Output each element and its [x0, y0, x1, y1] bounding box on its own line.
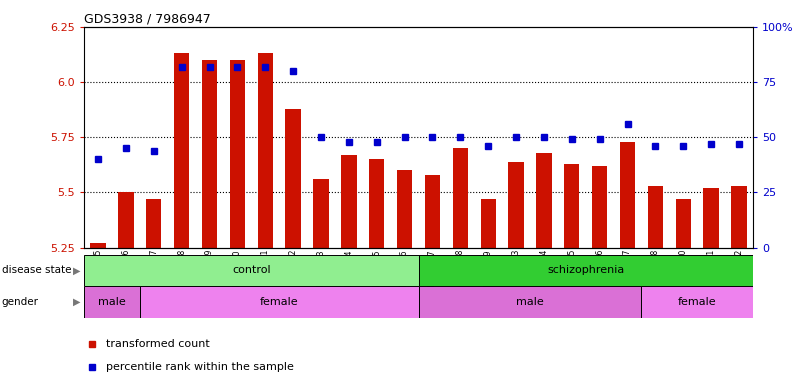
- Bar: [648, 186, 663, 248]
- Text: ▶: ▶: [73, 265, 80, 275]
- Bar: [592, 166, 607, 248]
- Text: ▶: ▶: [73, 297, 80, 307]
- Bar: [341, 155, 356, 248]
- Bar: [703, 188, 718, 248]
- Bar: [230, 60, 245, 248]
- Text: female: female: [260, 297, 299, 307]
- Bar: [564, 164, 579, 248]
- Bar: [146, 199, 162, 248]
- Bar: [313, 179, 328, 248]
- Text: male: male: [516, 297, 544, 307]
- Bar: [620, 142, 635, 248]
- Bar: [418, 255, 753, 286]
- Text: disease state: disease state: [2, 265, 71, 275]
- Bar: [369, 159, 384, 248]
- Bar: [119, 192, 134, 248]
- Bar: [481, 199, 496, 248]
- Bar: [418, 286, 642, 318]
- Bar: [258, 53, 273, 248]
- Bar: [536, 153, 552, 248]
- Bar: [642, 286, 753, 318]
- Bar: [202, 60, 217, 248]
- Text: control: control: [232, 265, 271, 275]
- Bar: [675, 199, 691, 248]
- Bar: [509, 162, 524, 248]
- Text: schizophrenia: schizophrenia: [547, 265, 624, 275]
- Bar: [84, 286, 140, 318]
- Text: gender: gender: [2, 297, 38, 307]
- Text: percentile rank within the sample: percentile rank within the sample: [106, 362, 293, 372]
- Bar: [174, 53, 189, 248]
- Bar: [84, 255, 418, 286]
- Bar: [425, 175, 440, 248]
- Bar: [397, 170, 413, 248]
- Bar: [285, 109, 301, 248]
- Bar: [453, 148, 468, 248]
- Text: male: male: [98, 297, 126, 307]
- Bar: [140, 286, 418, 318]
- Bar: [731, 186, 747, 248]
- Text: GDS3938 / 7986947: GDS3938 / 7986947: [84, 13, 211, 26]
- Text: transformed count: transformed count: [106, 339, 209, 349]
- Bar: [91, 243, 106, 248]
- Text: female: female: [678, 297, 717, 307]
